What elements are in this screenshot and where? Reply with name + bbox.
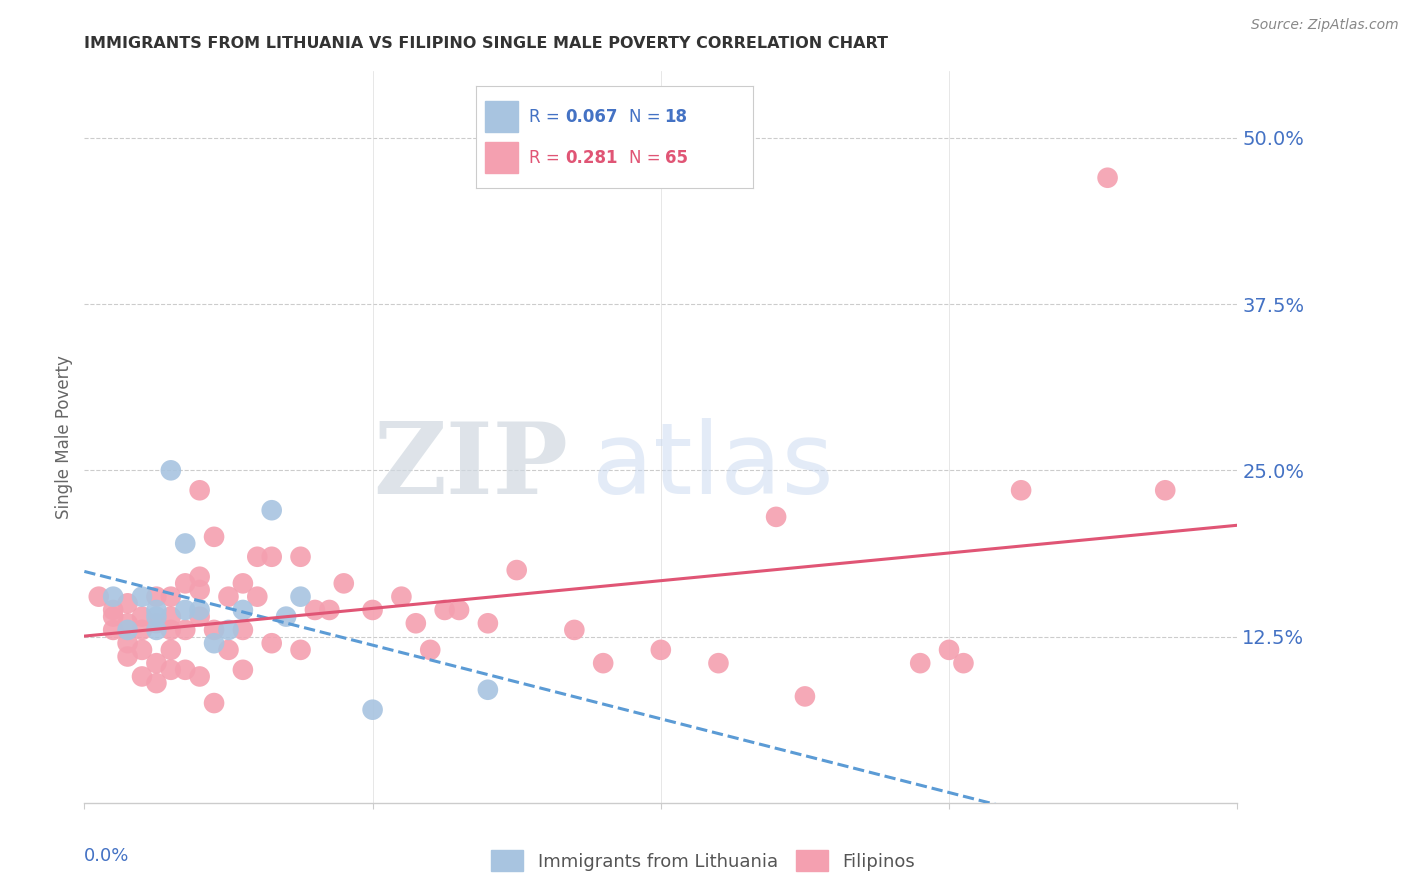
Immigrants from Lithuania (160, 463, 183, 477)
Filipinos (477, 616, 499, 631)
Filipinos (145, 590, 167, 604)
Filipinos (188, 609, 211, 624)
Immigrants from Lithuania (290, 590, 312, 604)
Filipinos (449, 603, 471, 617)
Immigrants from Lithuania (117, 623, 139, 637)
Filipinos (202, 623, 225, 637)
Immigrants from Lithuania (174, 536, 197, 550)
Filipinos (131, 623, 153, 637)
Filipinos (910, 656, 932, 670)
Filipinos (174, 576, 197, 591)
Filipinos (419, 643, 441, 657)
Filipinos (1010, 483, 1032, 498)
Filipinos (145, 616, 167, 631)
Filipinos (246, 549, 269, 564)
Filipinos (160, 643, 183, 657)
Filipinos (405, 616, 427, 631)
Filipinos (131, 669, 153, 683)
Text: atlas: atlas (592, 417, 834, 515)
Immigrants from Lithuania (145, 609, 167, 624)
Filipinos (391, 590, 413, 604)
Filipinos (564, 623, 586, 637)
Filipinos (160, 623, 183, 637)
Filipinos (160, 609, 183, 624)
Filipinos (131, 609, 153, 624)
Immigrants from Lithuania (232, 603, 254, 617)
Filipinos (232, 623, 254, 637)
Text: Source: ZipAtlas.com: Source: ZipAtlas.com (1251, 18, 1399, 32)
Filipinos (188, 570, 211, 584)
Filipinos (592, 656, 614, 670)
Filipinos (1154, 483, 1177, 498)
Filipinos (232, 576, 254, 591)
Filipinos (103, 603, 124, 617)
Text: 0.0%: 0.0% (84, 847, 129, 864)
Filipinos (333, 576, 356, 591)
Filipinos (218, 643, 240, 657)
Immigrants from Lithuania (218, 623, 240, 637)
Filipinos (765, 509, 787, 524)
Filipinos (188, 483, 211, 498)
Filipinos (131, 643, 153, 657)
Filipinos (318, 603, 340, 617)
Filipinos (707, 656, 730, 670)
Filipinos (174, 663, 197, 677)
Filipinos (87, 590, 110, 604)
Immigrants from Lithuania (361, 703, 384, 717)
Immigrants from Lithuania (145, 603, 167, 617)
Filipinos (290, 643, 312, 657)
Immigrants from Lithuania (276, 609, 298, 624)
Filipinos (145, 656, 167, 670)
Filipinos (260, 636, 283, 650)
Filipinos (117, 649, 139, 664)
Filipinos (174, 623, 197, 637)
Filipinos (246, 590, 269, 604)
Filipinos (117, 616, 139, 631)
Y-axis label: Single Male Poverty: Single Male Poverty (55, 355, 73, 519)
Filipinos (160, 590, 183, 604)
Filipinos (218, 590, 240, 604)
Filipinos (290, 549, 312, 564)
Filipinos (1097, 170, 1119, 185)
Legend: Immigrants from Lithuania, Filipinos: Immigrants from Lithuania, Filipinos (484, 843, 922, 879)
Filipinos (103, 609, 124, 624)
Filipinos (433, 603, 456, 617)
Filipinos (361, 603, 384, 617)
Filipinos (145, 676, 167, 690)
Filipinos (160, 663, 183, 677)
Filipinos (794, 690, 817, 704)
Text: IMMIGRANTS FROM LITHUANIA VS FILIPINO SINGLE MALE POVERTY CORRELATION CHART: IMMIGRANTS FROM LITHUANIA VS FILIPINO SI… (84, 36, 889, 51)
Filipinos (232, 663, 254, 677)
Filipinos (188, 669, 211, 683)
Filipinos (260, 549, 283, 564)
Immigrants from Lithuania (260, 503, 283, 517)
Filipinos (202, 530, 225, 544)
Immigrants from Lithuania (188, 603, 211, 617)
Filipinos (117, 596, 139, 610)
Filipinos (650, 643, 672, 657)
Filipinos (202, 696, 225, 710)
Filipinos (506, 563, 529, 577)
Immigrants from Lithuania (103, 590, 124, 604)
Filipinos (103, 623, 124, 637)
Filipinos (938, 643, 960, 657)
Immigrants from Lithuania (145, 623, 167, 637)
Immigrants from Lithuania (131, 590, 153, 604)
Immigrants from Lithuania (477, 682, 499, 697)
Immigrants from Lithuania (174, 603, 197, 617)
Filipinos (304, 603, 326, 617)
Filipinos (117, 636, 139, 650)
Filipinos (952, 656, 974, 670)
Immigrants from Lithuania (202, 636, 225, 650)
Filipinos (188, 582, 211, 597)
Text: ZIP: ZIP (374, 417, 568, 515)
